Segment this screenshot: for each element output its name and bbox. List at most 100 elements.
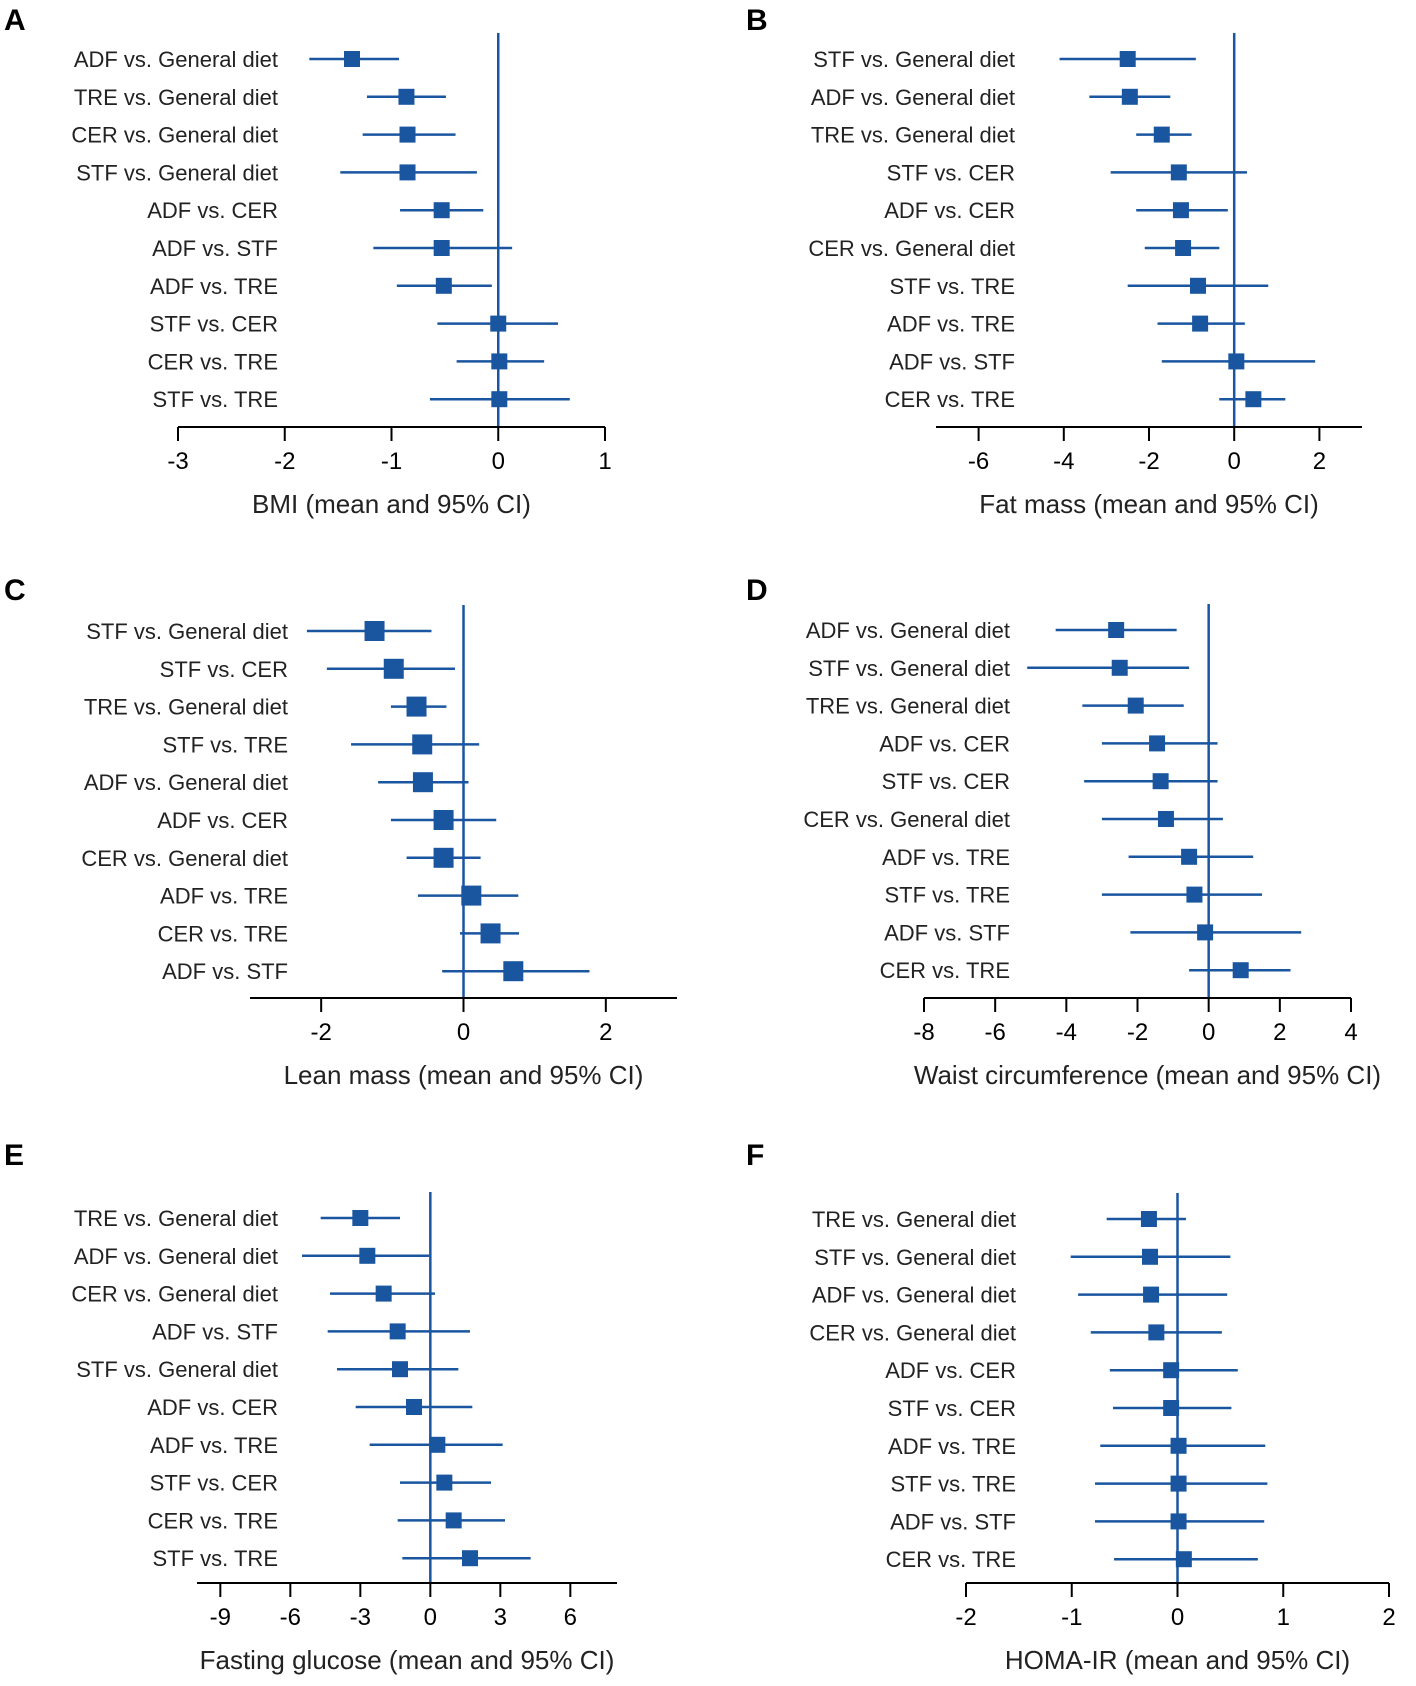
forest-row: STF vs. TRE: [885, 883, 1263, 908]
forest-row: ADF vs. CER: [147, 1395, 473, 1420]
forest-row: CER vs. General diet: [809, 1320, 1222, 1345]
mean-marker: [1245, 391, 1262, 408]
forest-row: CER vs. General diet: [808, 236, 1220, 261]
mean-marker: [1127, 697, 1144, 714]
mean-marker: [1181, 848, 1198, 865]
forest-row: ADF vs. CER: [885, 1358, 1238, 1383]
mean-marker: [1175, 240, 1192, 256]
row-label: ADF vs. TRE: [887, 312, 1015, 337]
forest-row: ADF vs. STF: [889, 349, 1316, 374]
forest-row: TRE vs. General diet: [806, 694, 1184, 719]
mean-marker: [1140, 1211, 1157, 1227]
mean-marker: [392, 1361, 408, 1378]
x-tick-label: -2: [955, 1604, 976, 1631]
x-tick-label: -2: [1127, 1019, 1148, 1046]
row-label: CER vs. General diet: [803, 807, 1010, 832]
mean-marker: [1197, 924, 1214, 941]
row-label: CER vs. TRE: [885, 387, 1015, 412]
mean-marker: [1172, 202, 1189, 219]
forest-row: ADF vs. CER: [884, 198, 1228, 223]
x-tick-label: -2: [274, 448, 295, 475]
forest-row: ADF vs. CER: [879, 731, 1218, 756]
forest-row: STF vs. CER: [160, 657, 455, 682]
x-axis-title: Fasting glucose (mean and 95% CI): [200, 1645, 615, 1675]
mean-marker: [406, 696, 427, 717]
x-tick-label: 1: [1277, 1604, 1290, 1631]
panel-letter: A: [4, 4, 26, 37]
forest-row: STF vs. General diet: [808, 656, 1190, 681]
row-label: CER vs. TRE: [148, 1508, 278, 1533]
x-tick-label: -1: [1061, 1604, 1082, 1631]
row-label: STF vs. General diet: [808, 656, 1010, 681]
mean-marker: [352, 1210, 369, 1226]
mean-marker: [1143, 1286, 1160, 1303]
row-label: STF vs. CER: [150, 1471, 278, 1496]
forest-row: TRE vs. General diet: [84, 695, 447, 720]
x-tick-label: 2: [599, 1019, 612, 1046]
row-label: ADF vs. CER: [157, 808, 288, 833]
row-label: STF vs. General diet: [76, 160, 278, 185]
x-axis-title: Lean mass (mean and 95% CI): [284, 1060, 644, 1090]
forest-row: ADF vs. STF: [890, 1509, 1265, 1534]
forest-row: CER vs. TRE: [158, 921, 520, 946]
x-tick-label: -4: [1053, 448, 1074, 475]
panel-letter: D: [746, 574, 768, 607]
mean-marker: [398, 88, 415, 105]
x-axis-title: BMI (mean and 95% CI): [252, 489, 531, 519]
x-tick-label: -1: [381, 448, 402, 475]
forest-row: STF vs. TRE: [890, 274, 1269, 299]
row-label: STF vs. General diet: [814, 1245, 1016, 1270]
row-label: TRE vs. General diet: [806, 694, 1010, 719]
mean-marker: [1175, 1551, 1192, 1568]
row-label: ADF vs. STF: [152, 236, 278, 261]
mean-marker: [344, 51, 361, 67]
x-tick-label: 6: [564, 1604, 577, 1631]
forest-row: ADF vs. General diet: [84, 770, 469, 795]
row-label: STF vs. CER: [888, 1396, 1016, 1421]
mean-marker: [1170, 1437, 1187, 1454]
mean-marker: [1189, 277, 1206, 294]
forest-row: STF vs. TRE: [163, 732, 480, 757]
mean-marker: [1192, 315, 1209, 332]
mean-marker: [389, 1323, 406, 1340]
row-label: ADF vs. STF: [162, 959, 288, 984]
row-label: TRE vs. General diet: [74, 85, 278, 110]
row-label: CER vs. TRE: [148, 349, 278, 374]
forest-row: CER vs. TRE: [886, 1547, 1258, 1572]
forest-row: STF vs. TRE: [891, 1472, 1268, 1497]
mean-marker: [433, 847, 454, 868]
x-tick-label: 2: [1382, 1604, 1395, 1631]
mean-marker: [491, 391, 508, 408]
row-label: STF vs. General diet: [813, 47, 1015, 72]
x-tick-label: 2: [1273, 1019, 1286, 1046]
mean-marker: [1163, 1400, 1180, 1416]
forest-row: TRE vs. General diet: [811, 123, 1192, 148]
row-label: CER vs. General diet: [808, 236, 1015, 261]
forest-row: CER vs. TRE: [148, 349, 545, 374]
forest-row: ADF vs. CER: [157, 808, 497, 833]
panel-letter: B: [746, 4, 768, 37]
x-tick-label: 0: [424, 1604, 437, 1631]
x-axis-title: HOMA-IR (mean and 95% CI): [1005, 1645, 1350, 1675]
mean-marker: [399, 126, 416, 143]
row-label: ADF vs. TRE: [882, 845, 1010, 870]
forest-row: STF vs. CER: [888, 1396, 1232, 1421]
mean-marker: [1228, 353, 1245, 370]
mean-marker: [383, 658, 404, 679]
row-label: ADF vs. General diet: [811, 85, 1015, 110]
forest-row: TRE vs. General diet: [74, 85, 446, 110]
row-label: ADF vs. General diet: [74, 47, 278, 72]
forest-row: ADF vs. General diet: [812, 1283, 1228, 1308]
mean-marker: [1170, 164, 1187, 181]
row-label: ADF vs. General diet: [812, 1283, 1016, 1308]
row-label: STF vs. TRE: [885, 883, 1011, 908]
row-label: CER vs. TRE: [158, 921, 288, 946]
forest-row: STF vs. General diet: [814, 1245, 1231, 1270]
row-label: STF vs. TRE: [153, 1546, 279, 1571]
x-tick-label: -8: [913, 1019, 934, 1046]
mean-marker: [1163, 1362, 1180, 1379]
x-tick-label: -4: [1056, 1019, 1077, 1046]
forest-row: ADF vs. TRE: [887, 312, 1245, 337]
x-tick-label: -2: [310, 1019, 331, 1046]
forest-row: ADF vs. STF: [884, 920, 1302, 945]
